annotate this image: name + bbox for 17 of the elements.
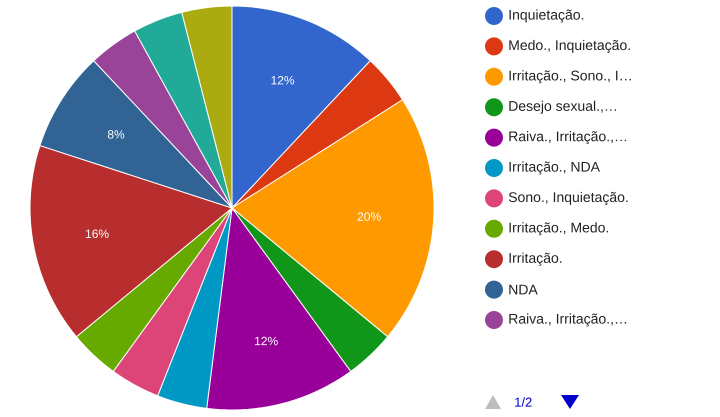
legend-label: Irritação., Sono., I… [509, 70, 631, 84]
legend-label: Medo., Inquietação. [509, 40, 630, 53]
legend-label: Inquietação. [509, 9, 584, 23]
legend-label: Raiva., Irritação.,… [509, 131, 626, 144]
data-label: 8% [108, 130, 124, 139]
legend-label: Desejo sexual.,… [509, 100, 616, 114]
legend-label: Irritação., NDA [509, 161, 600, 175]
data-label: 12% [271, 76, 294, 84]
legend-label: Irritação. [509, 252, 562, 266]
legend-label: Raiva., Irritação.,… [509, 313, 626, 327]
legend-label: NDA [509, 284, 538, 294]
data-label: 12% [255, 336, 278, 346]
legend-label: Irritação., Medo. [509, 222, 608, 236]
data-label: 16% [86, 229, 109, 238]
legend-label: Sono., Inquietação. [508, 192, 628, 205]
data-label: 20% [358, 212, 381, 221]
text: 1/2 [515, 397, 532, 407]
